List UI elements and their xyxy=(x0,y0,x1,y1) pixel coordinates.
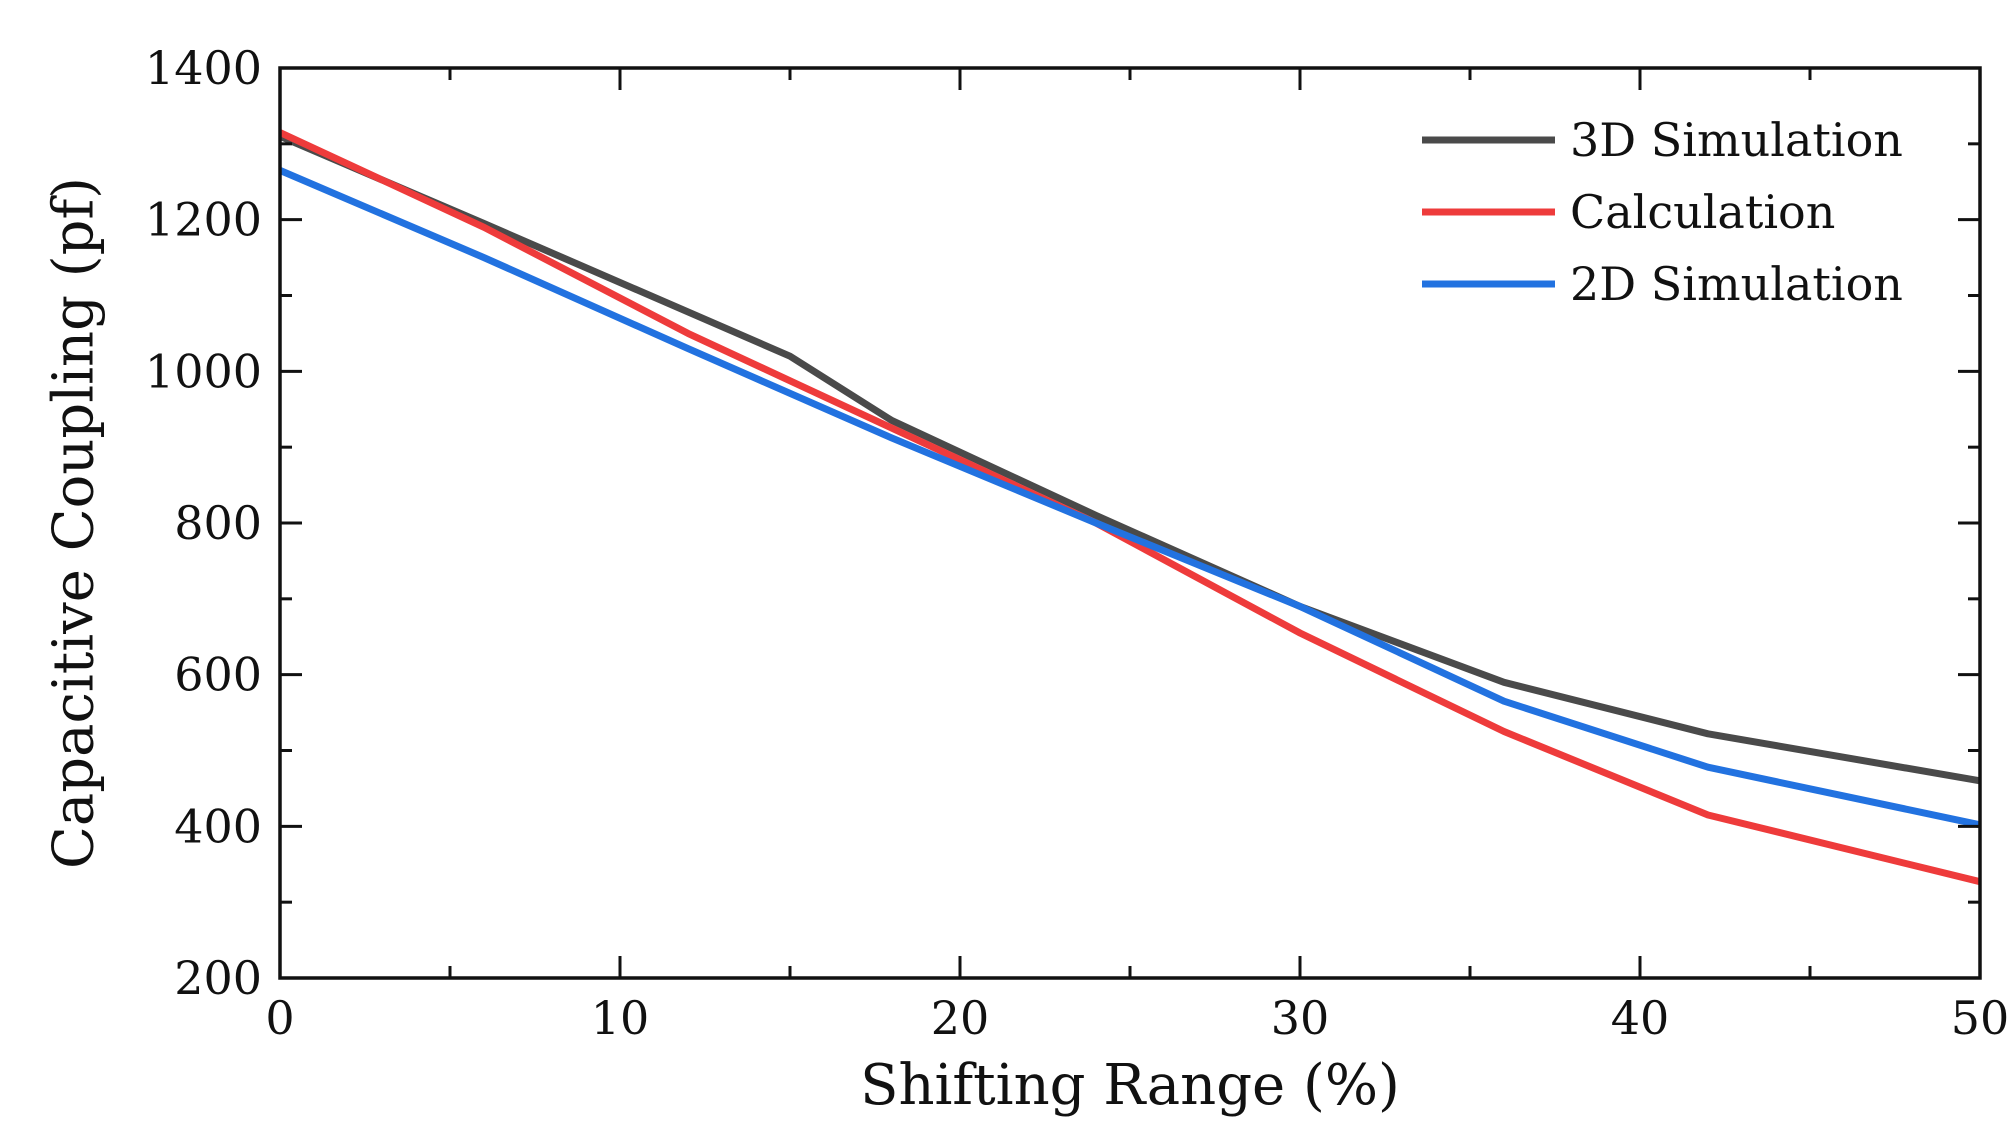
y-tick-label: 1200 xyxy=(145,193,262,247)
y-tick-label: 200 xyxy=(174,951,262,1005)
legend: 3D Simulation Calculation 2D Simulation xyxy=(1422,113,1903,311)
y-tick-label: 400 xyxy=(174,799,262,853)
legend-label-calculation: Calculation xyxy=(1570,185,1835,239)
y-axis-title: Capacitive Coupling (pf) xyxy=(42,177,107,869)
x-tick-label: 40 xyxy=(1611,991,1670,1045)
y-tick-label: 1400 xyxy=(145,41,262,95)
tick-labels: 0 10 20 30 40 50 200 400 600 800 1000 1200 1400 xyxy=(145,41,2009,1045)
axis-ticks xyxy=(278,66,1982,980)
x-tick-label: 10 xyxy=(591,991,650,1045)
y-tick-label: 800 xyxy=(174,496,262,550)
chart-marks xyxy=(278,129,1981,886)
x-tick-label: 0 xyxy=(265,991,294,1045)
x-axis-title: Shifting Range (%) xyxy=(860,1053,1400,1118)
series-line-2d-simulation xyxy=(278,167,1981,829)
x-tick-label: 50 xyxy=(1951,991,2010,1045)
x-tick-label: 30 xyxy=(1271,991,1330,1045)
x-tick-label: 20 xyxy=(931,991,990,1045)
legend-label-2d-simulation: 2D Simulation xyxy=(1570,257,1903,311)
y-tick-label: 600 xyxy=(174,648,262,702)
y-tick-label: 1000 xyxy=(145,344,262,398)
legend-label-3d-simulation: 3D Simulation xyxy=(1570,113,1903,167)
series-line-3d-simulation xyxy=(278,133,1981,785)
